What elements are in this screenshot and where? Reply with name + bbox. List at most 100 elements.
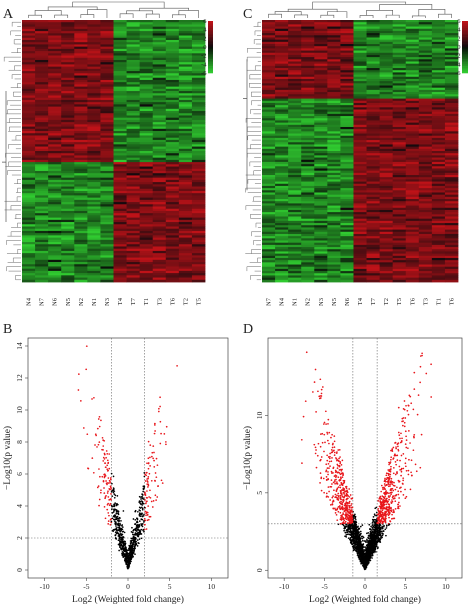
heatmap-c-column-labels: N7 N4 N1 N2 N3 N5 N6 T4 T7 T2 T5 T6 T3 T1 T6 — [266, 297, 456, 306]
heatmap-cell — [431, 118, 446, 121]
heatmap-cell — [165, 66, 180, 70]
data-point — [105, 480, 107, 482]
heatmap-cell — [22, 131, 36, 134]
heatmap-cell — [191, 59, 206, 63]
heatmap-cell — [379, 68, 394, 71]
heatmap-cell — [139, 88, 154, 92]
heatmap-cell — [35, 64, 49, 68]
heatmap-cell — [288, 262, 302, 265]
data-point — [115, 525, 117, 527]
heatmap-cell — [178, 79, 193, 83]
heatmap-cell — [165, 182, 180, 185]
heatmap-cell — [288, 225, 302, 228]
legend-swatch — [208, 60, 213, 63]
heatmap-cell — [262, 159, 276, 163]
heatmap-cell — [405, 157, 420, 161]
data-point — [143, 513, 145, 516]
heatmap-cell — [366, 227, 380, 230]
heatmap-cell — [48, 75, 62, 79]
heatmap-cell — [327, 153, 341, 156]
heatmap-cell — [61, 202, 75, 205]
heatmap-cell — [35, 162, 49, 165]
data-point — [144, 473, 147, 476]
dendrogram-branch — [379, 4, 433, 11]
heatmap-cell — [178, 279, 193, 283]
heatmap-cell — [262, 177, 276, 180]
heatmap-cell — [405, 105, 420, 108]
heatmap-cell — [152, 46, 167, 50]
heatmap-cell — [139, 51, 154, 54]
heatmap-cell — [165, 113, 180, 116]
heatmap-cell — [340, 244, 354, 248]
heatmap-cell — [353, 216, 367, 220]
heatmap-cell — [405, 233, 420, 237]
heatmap-cell — [340, 159, 354, 163]
heatmap-cell — [366, 89, 380, 93]
heatmap-cell — [275, 279, 289, 283]
heatmap-cell — [262, 74, 276, 78]
heatmap-cell — [152, 119, 167, 123]
heatmap-cell — [61, 35, 75, 39]
heatmap-cell — [301, 209, 315, 213]
heatmap-cell — [405, 161, 420, 165]
heatmap-cell — [48, 259, 62, 263]
heatmap-cell — [113, 131, 127, 134]
heatmap-cell — [366, 44, 380, 47]
heatmap-cell — [87, 259, 101, 263]
heatmap-cell — [418, 172, 433, 176]
heatmap-cell — [178, 104, 193, 107]
heatmap-cell — [35, 111, 49, 114]
legend-swatch — [208, 27, 213, 30]
heatmap-cell — [301, 199, 315, 202]
heatmap-cell — [327, 159, 341, 163]
heatmap-cell — [366, 146, 380, 150]
heatmap-cell — [165, 37, 180, 41]
y-tick-label: 5 — [255, 491, 264, 495]
heatmap-cell — [431, 164, 446, 167]
heatmap-cell — [165, 99, 180, 103]
heatmap-cell — [139, 222, 154, 225]
data-point — [397, 490, 400, 493]
heatmap-cell — [139, 79, 154, 83]
heatmap-cell — [288, 164, 302, 167]
heatmap-cell — [327, 48, 341, 51]
heatmap-cell — [74, 108, 88, 112]
heatmap-cell — [165, 228, 180, 232]
heatmap-cell — [100, 62, 114, 65]
heatmap-cell — [22, 153, 36, 156]
heatmap-cell — [340, 153, 354, 156]
heatmap-cell — [87, 39, 101, 43]
heatmap-cell — [418, 242, 433, 246]
heatmap-cell — [262, 126, 276, 130]
heatmap-cell — [48, 157, 62, 161]
heatmap-cell — [301, 137, 315, 141]
heatmap-cell — [392, 118, 407, 121]
heatmap-cell — [22, 162, 36, 165]
heatmap-cell — [405, 177, 420, 180]
heatmap-cell — [379, 96, 394, 99]
heatmap-cell — [61, 108, 75, 112]
heatmap-cell — [327, 194, 341, 198]
heatmap-cell — [22, 275, 36, 278]
heatmap-cell — [405, 275, 420, 279]
heatmap-cell — [165, 237, 180, 241]
heatmap-cell — [165, 124, 180, 127]
heatmap-cell — [431, 199, 446, 202]
heatmap-cell — [35, 33, 49, 36]
heatmap-cell — [139, 239, 154, 243]
heatmap-cell — [288, 65, 302, 69]
heatmap-cell — [139, 195, 154, 199]
heatmap-cell — [327, 44, 341, 47]
heatmap-cell — [340, 87, 354, 91]
heatmap-cell — [139, 166, 154, 170]
heatmap-cell — [392, 212, 407, 215]
heatmap-cell — [288, 118, 302, 121]
data-point — [138, 495, 141, 498]
heatmap-cell — [327, 273, 341, 276]
heatmap-cell — [35, 188, 49, 192]
heatmap-cell — [152, 173, 167, 176]
heatmap-cell — [392, 196, 407, 200]
heatmap-cell — [431, 209, 446, 213]
heatmap-cell — [392, 116, 407, 119]
heatmap-cell — [262, 33, 276, 36]
